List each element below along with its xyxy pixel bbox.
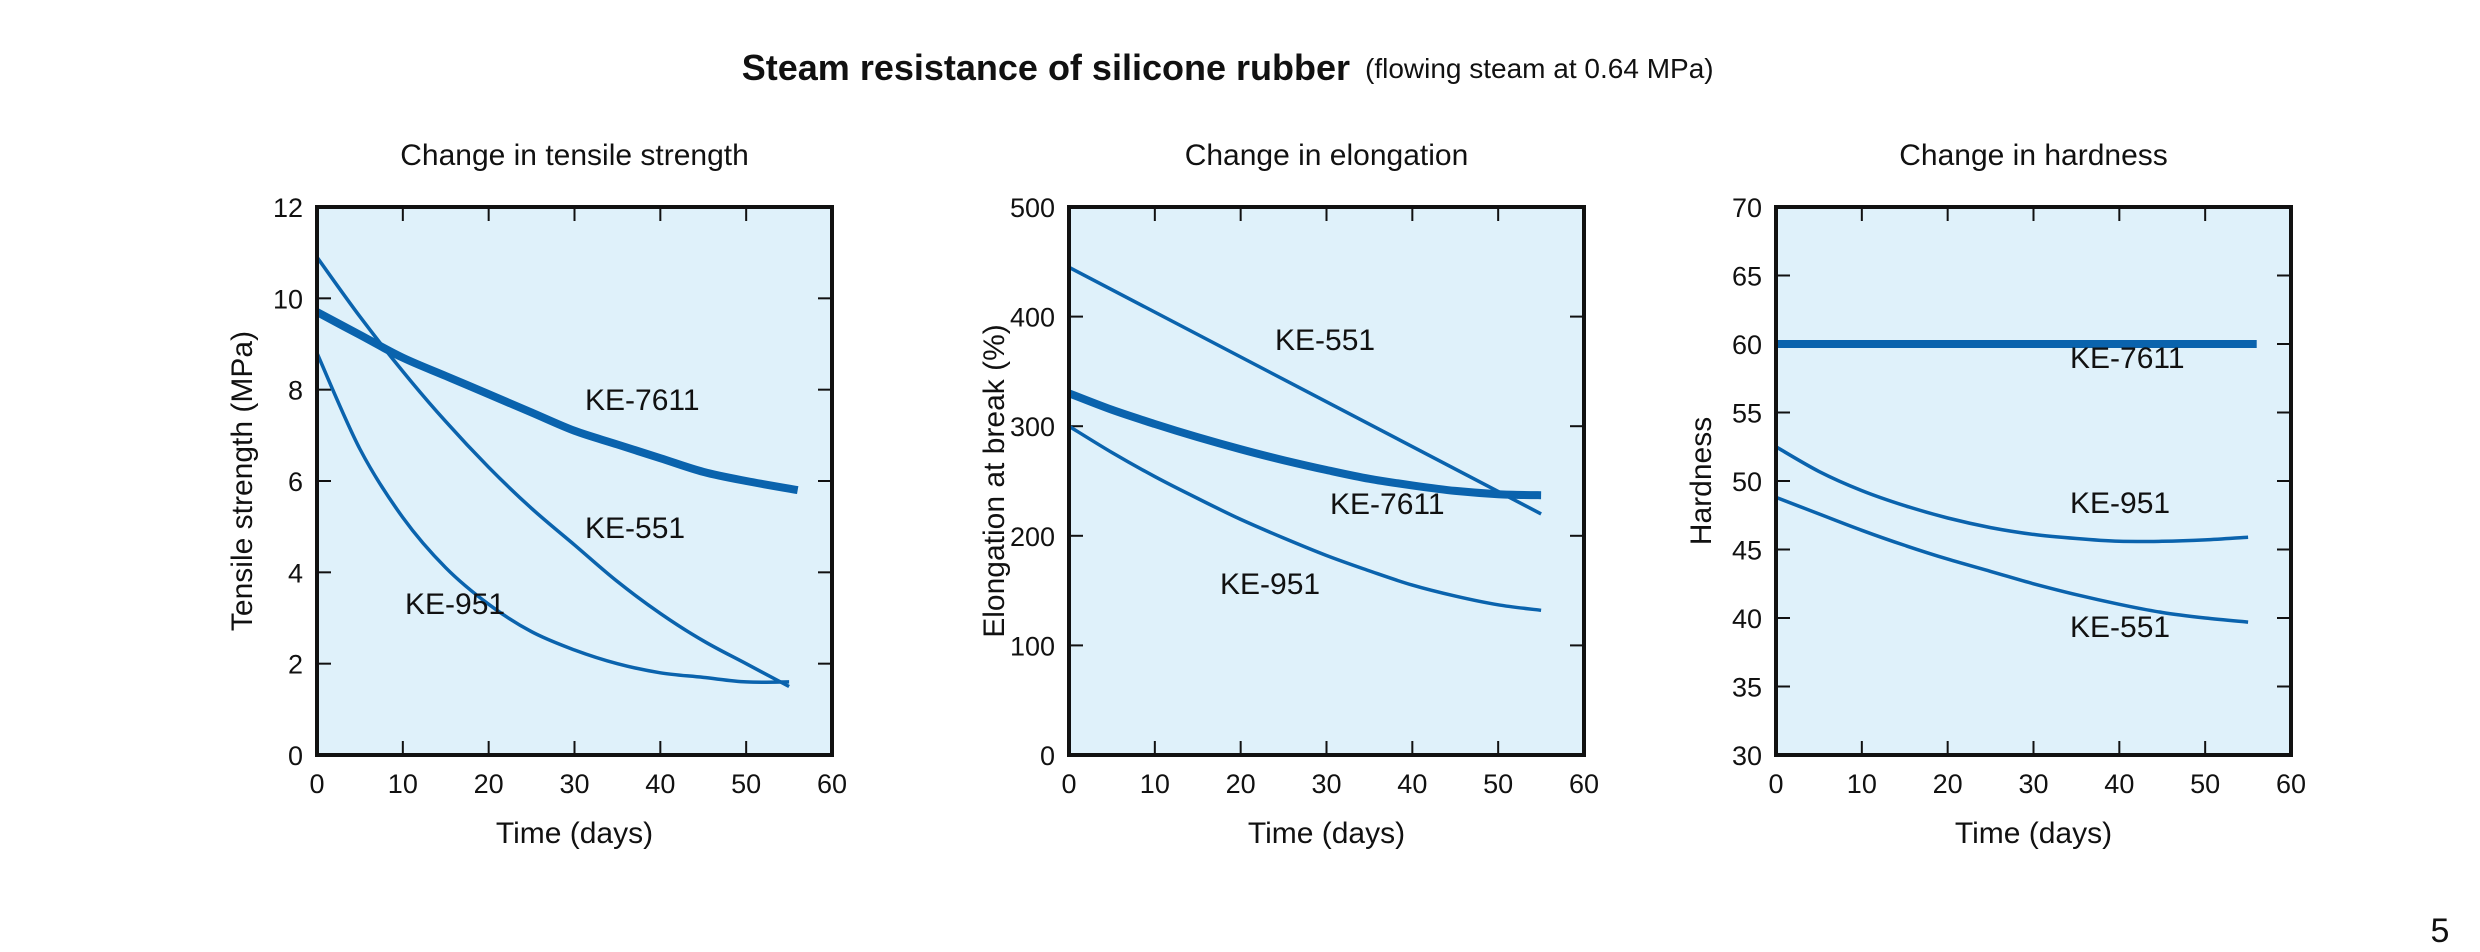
y-tick-label: 6 [288, 467, 303, 497]
y-tick-label: 8 [288, 376, 303, 406]
y-axis-label: Tensile strength (MPa) [226, 331, 259, 631]
y-tick-label: 500 [1010, 193, 1055, 223]
plot-frame [1774, 205, 2293, 757]
x-tick-label: 30 [1311, 769, 1341, 799]
y-tick-label: 0 [288, 741, 303, 771]
plot-frame [1067, 205, 1586, 757]
x-tick-label: 30 [2018, 769, 2048, 799]
x-tick-label: 60 [2276, 769, 2306, 799]
panel-title: Change in elongation [1185, 139, 1469, 172]
x-tick-label: 20 [474, 769, 504, 799]
y-tick-label: 100 [1010, 631, 1055, 661]
x-tick-label: 10 [1140, 769, 1170, 799]
y-tick-label: 200 [1010, 522, 1055, 552]
y-tick-label: 4 [288, 558, 303, 588]
panel-title: Change in hardness [1899, 139, 2168, 172]
y-tick-label: 65 [1732, 262, 1762, 292]
series-line-ke-7611 [1067, 389, 1542, 500]
x-tick-label: 0 [1061, 769, 1076, 799]
series-label-ke-951: KE-951 [1220, 568, 1320, 601]
series-line-ke-951 [1068, 424, 1542, 613]
x-tick-label: 10 [388, 769, 418, 799]
y-tick-label: 10 [273, 284, 303, 314]
x-axis-label: Time (days) [1955, 817, 2112, 850]
y-tick-label: 400 [1010, 303, 1055, 333]
y-tick-label: 12 [273, 193, 303, 223]
chart-panels: 0 10 20 30 40 50 60 0 2 4 6 8 10 12 KE-7611 KE-551 KE-95… [226, 139, 2306, 850]
y-tick-label: 2 [288, 650, 303, 680]
x-tick-label: 0 [1768, 769, 1783, 799]
series-line-ke-951 [1775, 445, 2249, 544]
panel-title: Change in tensile strength [400, 139, 749, 172]
y-tick-label: 300 [1010, 412, 1055, 442]
series-label-ke-551: KE-551 [585, 512, 685, 545]
y-tick-label: 60 [1732, 330, 1762, 360]
x-tick-label: 40 [1397, 769, 1427, 799]
series-line-ke-551 [315, 256, 790, 689]
y-tick-label: 30 [1732, 741, 1762, 771]
y-tick-label: 40 [1732, 604, 1762, 634]
plot-frame [315, 205, 834, 757]
series-line-ke-7611 [315, 308, 799, 495]
y-tick-label: 50 [1732, 467, 1762, 497]
y-tick-label: 35 [1732, 673, 1762, 703]
figure-title: Steam resistance of silicone rubber [742, 47, 1350, 88]
x-tick-label: 60 [1569, 769, 1599, 799]
y-axis-label: Elongation at break (%) [978, 324, 1011, 638]
y-tick-label: 55 [1732, 399, 1762, 429]
y-tick-label: 0 [1040, 741, 1055, 771]
series-line-ke-951 [315, 352, 790, 685]
series-label-ke-551: KE-551 [1275, 324, 1375, 357]
series-label-ke-951: KE-951 [405, 588, 505, 621]
x-tick-label: 40 [645, 769, 675, 799]
plot-background [1069, 207, 1584, 755]
x-tick-label: 50 [2190, 769, 2220, 799]
series-label-ke-7611: KE-7611 [1330, 488, 1445, 521]
x-tick-label: 30 [559, 769, 589, 799]
x-tick-label: 20 [1933, 769, 1963, 799]
y-tick-label: 70 [1732, 193, 1762, 223]
plot-background [1776, 207, 2291, 755]
chart-panel-2: 0 10 20 30 40 50 60 0 100 200 300 400 500 KE-551 KE-76… [978, 139, 1599, 850]
chart-panel-1: 0 10 20 30 40 50 60 0 2 4 6 8 10 12 KE-7611 KE-551 KE-95… [226, 139, 847, 850]
x-tick-label: 50 [1483, 769, 1513, 799]
x-tick-label: 0 [309, 769, 324, 799]
series-label-ke-951: KE-951 [2070, 487, 2170, 520]
y-tick-label: 45 [1732, 536, 1762, 566]
x-axis-label: Time (days) [1248, 817, 1405, 850]
x-axis-label: Time (days) [496, 817, 653, 850]
x-tick-label: 60 [817, 769, 847, 799]
x-tick-label: 20 [1226, 769, 1256, 799]
page-number: 5 [2431, 912, 2450, 950]
x-tick-label: 10 [1847, 769, 1877, 799]
chart-panel-3: 0 10 20 30 40 50 60 30 35 40 45 50 55 60 65 70 KE-7611 KE… [1685, 139, 2306, 850]
series-label-ke-551: KE-551 [2070, 611, 2170, 644]
series-line-ke-551 [1775, 495, 2249, 624]
x-tick-label: 50 [731, 769, 761, 799]
x-tick-label: 40 [2104, 769, 2134, 799]
series-line-ke-551 [1068, 265, 1542, 516]
series-label-ke-7611: KE-7611 [585, 384, 700, 417]
series-label-ke-7611: KE-7611 [2070, 342, 2185, 375]
figure-subtitle: (flowing steam at 0.64 MPa) [1365, 53, 1714, 84]
y-axis-label: Hardness [1685, 417, 1718, 545]
